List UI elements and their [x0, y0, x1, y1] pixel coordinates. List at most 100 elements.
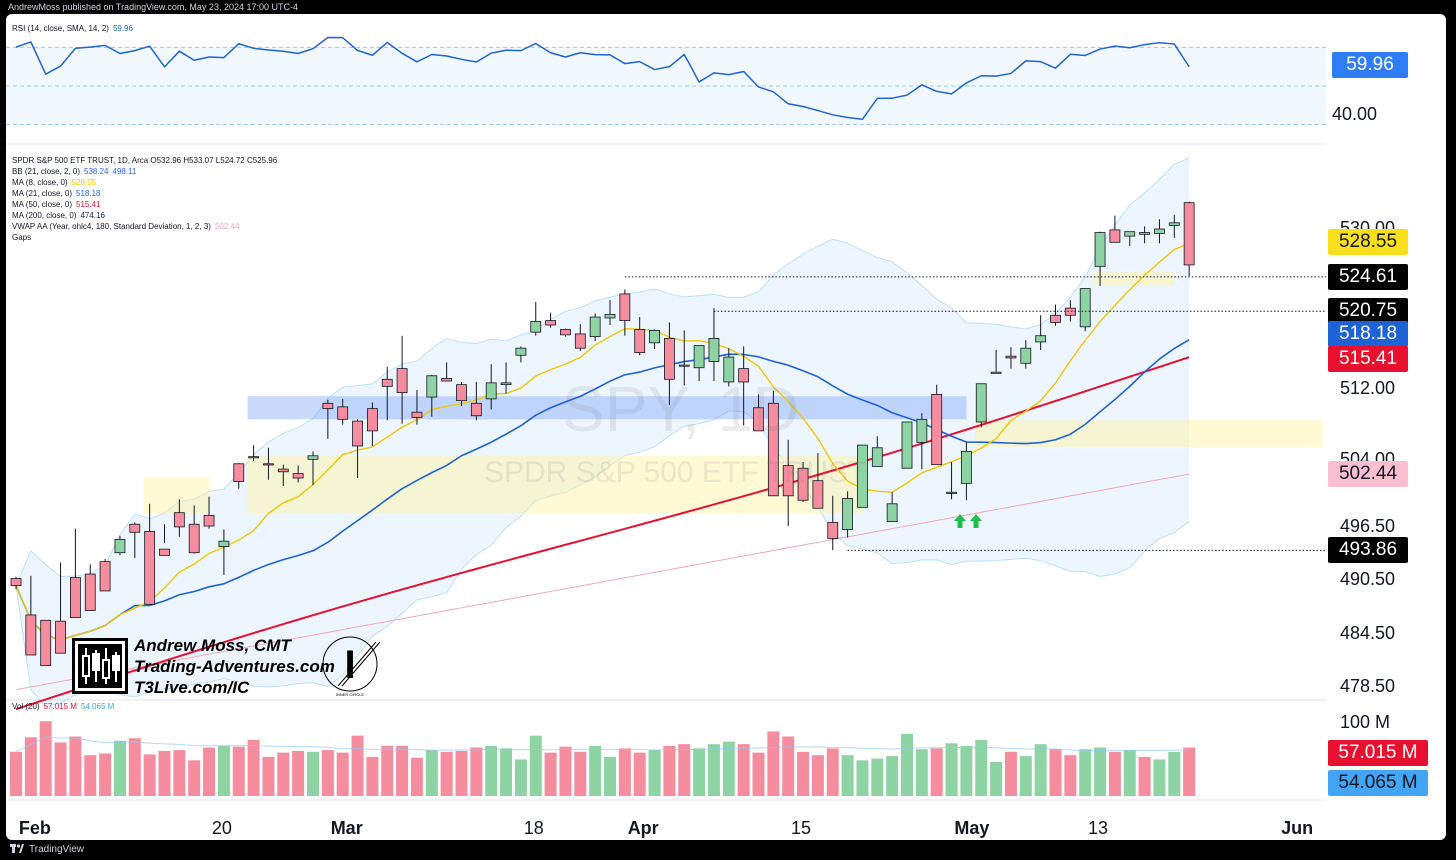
candle-body [1020, 347, 1032, 364]
candle-body [649, 329, 660, 344]
chart-canvas[interactable] [6, 14, 1446, 840]
volume-bar [24, 737, 37, 796]
legend-label: Gaps [12, 233, 32, 242]
legend-label: BB (21, close, 2, 0) [12, 167, 81, 176]
candle-body [530, 321, 542, 333]
candle-body [337, 406, 349, 420]
rsi-line [15, 36, 1190, 121]
candle-body [129, 523, 141, 533]
time-axis-label: Feb [18, 818, 51, 838]
volume-bar [1094, 747, 1107, 796]
volume-bar [856, 760, 869, 796]
volume-bar [113, 740, 126, 796]
candle-body [857, 444, 868, 508]
vwap-line [15, 473, 1190, 691]
volume-tag: 57.015 M [1328, 740, 1428, 766]
candlestick-logo [72, 638, 128, 694]
legend-item[interactable]: MA (21, close, 0) 518.18 [12, 189, 101, 199]
volume-bar [1034, 744, 1047, 796]
author-ic: T3Live.com/IC [134, 678, 250, 697]
volume-bar [1049, 749, 1062, 796]
volume-bar [990, 762, 1003, 796]
chart-panel[interactable]: SPY, 1D SPDR S&P 500 ETF TRUST RSI (14, … [6, 14, 1446, 840]
candle-body [634, 329, 646, 354]
volume-bar [381, 745, 394, 796]
price-axis-label: 496.50 [1340, 515, 1396, 536]
bollinger-lower-line [15, 410, 1190, 707]
author-name: Andrew Moss, CMT [134, 636, 291, 655]
candle-body [708, 337, 720, 362]
legend-item[interactable]: Gaps [12, 233, 31, 243]
rsi-legend[interactable]: RSI (14, close, SMA, 14, 2) 59.96 [12, 24, 133, 34]
volume-bar [307, 751, 319, 796]
candle-body [159, 548, 170, 556]
candle-body [589, 316, 601, 338]
volume-bar [1138, 756, 1151, 796]
candle-body [188, 523, 200, 554]
candle-body [619, 293, 631, 321]
volume-bar [425, 750, 438, 796]
candle-body [485, 382, 497, 400]
volume-bar [589, 745, 602, 796]
legend-value: 502.44 [214, 222, 240, 231]
volume-bar [351, 735, 364, 796]
ma50-line [15, 356, 1190, 711]
volume-bar [366, 756, 379, 796]
volume-bar [440, 751, 453, 796]
candle-body [292, 473, 304, 479]
volume-bar [811, 755, 824, 796]
candle-body [1064, 307, 1076, 316]
legend-item[interactable]: SPDR S&P 500 ETF TRUST, 1D, Arca O532.96… [12, 156, 277, 166]
volume-bar [930, 748, 943, 796]
candle-body [827, 522, 839, 539]
candle-body [25, 614, 37, 656]
candle-body [307, 455, 319, 460]
gap-zone [247, 396, 967, 420]
volume-bar [841, 755, 854, 796]
candle-body [990, 371, 1002, 374]
candle-body [916, 418, 928, 443]
rsi-legend-label: RSI (14, close, SMA, 14, 2) [12, 24, 109, 33]
volume-legend[interactable]: Vol (20) 57.015 M 54.065 M [12, 702, 114, 712]
candle-body [99, 561, 111, 592]
legend-item[interactable]: VWAP AA (Year, ohlc4, 180, Standard Devi… [12, 222, 239, 232]
legend-label: MA (21, close, 0) [12, 189, 73, 198]
author-branding: Andrew Moss, CMT Trading-Adventures.com … [72, 636, 392, 706]
candle-body [931, 394, 943, 466]
volume-bar [1168, 751, 1181, 796]
volume-bar [1079, 749, 1092, 796]
legend-item[interactable]: MA (50, close, 0) 515.41 [12, 200, 101, 210]
symbol-watermark: SPY, 1D [562, 373, 800, 445]
volume-axis-top: 100 M [1340, 712, 1391, 732]
volume-bar [336, 752, 349, 796]
volume-bar [485, 745, 498, 796]
candle-body [1124, 231, 1136, 237]
volume-bar [128, 738, 141, 796]
candle-body [560, 329, 571, 336]
volume-bar [396, 745, 409, 796]
volume-bar [529, 735, 542, 796]
candle-body [812, 480, 824, 509]
volume-bar [915, 749, 928, 796]
volume-bar [277, 752, 290, 796]
candle-body [381, 378, 393, 387]
volume-bar [901, 733, 913, 796]
candle-body [961, 450, 972, 484]
legend-item[interactable]: MA (200, close, 0) 474.16 [12, 211, 105, 221]
candle-body [500, 382, 512, 386]
candle-body [263, 463, 274, 466]
legend-item[interactable]: BB (21, close, 2, 0) 538.24 498.11 [12, 167, 136, 177]
bollinger-band-fill [16, 157, 1190, 707]
legend-item[interactable]: MA (8, close, 0) 528.55 [12, 178, 96, 188]
candle-body [203, 514, 215, 527]
candle-body [441, 378, 453, 382]
volume-bar [99, 753, 112, 796]
candle-body [886, 503, 898, 522]
candle-body [693, 345, 705, 369]
volume-bar [514, 759, 527, 796]
price-tag: 502.44 [1328, 461, 1408, 488]
volume-bar [1123, 750, 1136, 796]
volume-bar [470, 747, 483, 796]
candle-body [975, 383, 987, 423]
candle-body [767, 402, 779, 497]
